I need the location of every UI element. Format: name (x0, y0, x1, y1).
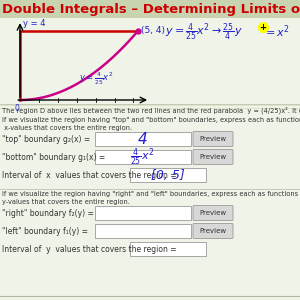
FancyBboxPatch shape (0, 0, 300, 18)
Text: "bottom" boundary g₁(x) =: "bottom" boundary g₁(x) = (2, 152, 105, 161)
Text: [0, 5]: [0, 5] (151, 169, 184, 182)
FancyBboxPatch shape (193, 149, 233, 164)
Text: $\frac{4}{25}x^2$: $\frac{4}{25}x^2$ (130, 146, 155, 168)
Text: Preview: Preview (200, 154, 226, 160)
FancyBboxPatch shape (130, 242, 206, 256)
Text: 4: 4 (138, 131, 147, 146)
Text: x-values that covers the entire region.: x-values that covers the entire region. (2, 125, 132, 131)
Text: If we visualize the region having "top" and "bottom" boundaries, express each as: If we visualize the region having "top" … (2, 117, 300, 123)
Text: $y=\frac{4}{25}x^2$: $y=\frac{4}{25}x^2$ (79, 71, 114, 87)
Text: Preview: Preview (200, 210, 226, 216)
Text: Preview: Preview (200, 228, 226, 234)
FancyBboxPatch shape (130, 168, 206, 182)
Text: "right" boundary f₂(y) =: "right" boundary f₂(y) = (2, 208, 94, 217)
Text: "top" boundary g₂(x) =: "top" boundary g₂(x) = (2, 134, 90, 143)
Text: $= x^2$: $= x^2$ (263, 24, 290, 40)
FancyBboxPatch shape (94, 224, 190, 238)
FancyBboxPatch shape (94, 150, 190, 164)
FancyBboxPatch shape (193, 206, 233, 220)
FancyBboxPatch shape (193, 131, 233, 146)
Text: The region D above lies between the two red lines and the red parabola  y = (4/2: The region D above lies between the two … (2, 106, 300, 113)
Text: "left" boundary f₁(y) =: "left" boundary f₁(y) = (2, 226, 88, 236)
Text: y-values that covers the entire region.: y-values that covers the entire region. (2, 199, 130, 205)
Text: Interval of  y  values that covers the region =: Interval of y values that covers the reg… (2, 244, 177, 253)
Text: y = 4: y = 4 (23, 19, 46, 28)
Text: Double Integrals – Determining Limits of Integration: Double Integrals – Determining Limits of… (2, 2, 300, 16)
Text: (5, 4): (5, 4) (141, 26, 165, 35)
Text: Interval of  x  values that covers the region =: Interval of x values that covers the reg… (2, 170, 177, 179)
Text: +: + (260, 22, 266, 32)
Text: If we visualize the region having "right" and "left" boundaries, express each as: If we visualize the region having "right… (2, 191, 300, 197)
Text: 0: 0 (15, 104, 20, 113)
FancyBboxPatch shape (193, 224, 233, 238)
FancyBboxPatch shape (94, 206, 190, 220)
Text: Preview: Preview (200, 136, 226, 142)
Text: $y = \frac{4}{25}x^2 \rightarrow \frac{25}{4}y$: $y = \frac{4}{25}x^2 \rightarrow \frac{2… (165, 21, 243, 43)
FancyBboxPatch shape (94, 132, 190, 146)
